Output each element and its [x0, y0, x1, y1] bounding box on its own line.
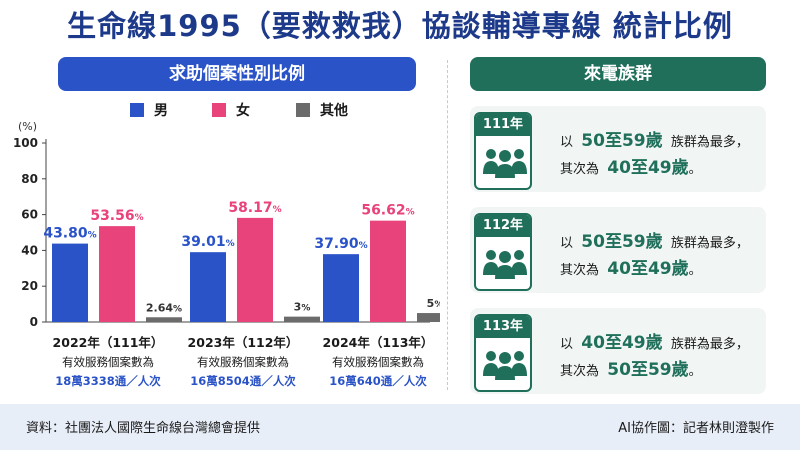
card-line-bottom: 其次為 40至49歲。 — [560, 153, 702, 178]
y-tick-label-60: 60 — [21, 208, 38, 222]
legend-swatch-other — [296, 103, 310, 117]
data-label-其他-1: 3% — [294, 301, 311, 314]
legend-item-other: 其他 — [296, 102, 348, 119]
card-badge: 111年 — [474, 112, 532, 190]
bar-女-2 — [370, 220, 406, 322]
group-year-2022: 2022年（111年） — [52, 335, 164, 350]
data-label-男-2: 37.90% — [314, 236, 367, 252]
bar-男-0 — [52, 243, 88, 322]
data-label-男-1: 39.01% — [181, 234, 234, 250]
card-second-group: 50至59歲 — [607, 360, 689, 380]
legend-swatch-female — [212, 103, 226, 117]
y-tick-label-80: 80 — [21, 172, 38, 186]
group-desc-2022: 有效服務個案數為 — [62, 355, 154, 369]
caller-card-112: 112年 以 50至59歲 族群為最多， 其次為 40至49歲。 — [470, 207, 766, 293]
y-tick-label-20: 20 — [21, 279, 38, 293]
bar-女-0 — [99, 226, 135, 322]
card-second-prefix: 其次為 — [560, 263, 600, 278]
group-count-2022: 18萬3338通／人次 — [55, 374, 161, 388]
caller-card-113: 113年 以 40至49歲 族群為最多， 其次為 50至59歲。 — [470, 308, 766, 394]
legend-swatch-male — [130, 103, 144, 117]
group-count-2024: 16萬640通／人次 — [329, 374, 427, 388]
data-label-其他-0: 2.64% — [146, 301, 182, 314]
card-top-group: 50至59歲 — [581, 131, 663, 151]
card-end: 。 — [688, 364, 702, 379]
y-tick-label-100: 100 — [13, 136, 38, 150]
group-count-2023: 16萬8504通／人次 — [190, 374, 296, 388]
group-desc-2023: 有效服務個案數為 — [197, 355, 289, 369]
caller-group-header: 來電族群 — [470, 57, 766, 91]
card-line-top: 以 40至49歲 族群為最多， — [560, 328, 749, 353]
people-group-icon — [483, 250, 527, 279]
card-line-bottom: 其次為 50至59歲。 — [560, 355, 702, 380]
footer-source: 資料：社團法人國際生命線台灣總會提供 — [26, 421, 261, 436]
y-unit-label: (%) — [18, 120, 37, 133]
card-prefix: 以 — [560, 337, 574, 352]
card-mid: 族群為最多， — [670, 337, 749, 352]
gender-bar-chart: (%) 0 20 40 60 80 100 43.80% 53.56% 2.64% 39.01% 58… — [13, 120, 440, 329]
bar-其他-2 — [417, 313, 440, 322]
card-mid: 族群為最多， — [670, 135, 749, 150]
card-year: 111年 — [476, 114, 530, 136]
data-label-女-2: 56.62% — [361, 203, 414, 219]
data-label-其他-2: 5% — [427, 297, 440, 310]
group-year-2023: 2023年（112年） — [187, 335, 299, 350]
card-prefix: 以 — [560, 236, 574, 251]
y-tick-label-40: 40 — [21, 243, 38, 257]
card-mid: 族群為最多， — [670, 236, 749, 251]
bar-其他-0 — [146, 317, 182, 322]
card-end: 。 — [688, 263, 702, 278]
card-line-bottom: 其次為 40至49歲。 — [560, 254, 702, 279]
card-second-prefix: 其次為 — [560, 162, 600, 177]
footer: 資料：社團法人國際生命線台灣總會提供 AI協作圖：記者林則澄製作 — [0, 404, 800, 450]
legend-label-female: 女 — [236, 103, 250, 119]
card-second-group: 40至49歲 — [607, 259, 689, 279]
card-prefix: 以 — [560, 135, 574, 150]
people-group-icon — [483, 149, 527, 178]
footer-credit: AI協作圖：記者林則澄製作 — [618, 421, 774, 436]
card-top-group: 50至59歲 — [581, 232, 663, 252]
card-year: 113年 — [476, 316, 530, 338]
legend-label-other: 其他 — [320, 103, 348, 119]
legend-label-male: 男 — [154, 103, 168, 119]
card-second-prefix: 其次為 — [560, 364, 600, 379]
card-top-group: 40至49歲 — [581, 333, 663, 353]
data-label-女-0: 53.56% — [90, 208, 143, 224]
data-label-女-1: 58.17% — [228, 200, 281, 216]
card-badge: 112年 — [474, 213, 532, 291]
card-badge: 113年 — [474, 314, 532, 392]
panel-divider — [447, 60, 448, 390]
group-year-2024: 2024年（113年） — [322, 335, 434, 350]
people-group-icon — [483, 351, 527, 380]
bar-女-1 — [237, 217, 273, 322]
card-second-group: 40至49歲 — [607, 158, 689, 178]
card-line-top: 以 50至59歲 族群為最多， — [560, 227, 749, 252]
card-line-top: 以 50至59歲 族群為最多， — [560, 126, 749, 151]
legend-item-male: 男 — [130, 102, 168, 119]
card-year: 112年 — [476, 215, 530, 237]
caller-card-111: 111年 以 50至59歲 族群為最多， 其次為 40至49歲。 — [470, 106, 766, 192]
page-title: 生命線1995（要救救我）協談輔導專線 統計比例 — [67, 9, 733, 43]
bar-男-2 — [323, 254, 359, 322]
y-tick-label-0: 0 — [30, 315, 38, 329]
data-label-男-0: 43.80% — [43, 226, 96, 242]
group-desc-2024: 有效服務個案數為 — [332, 355, 424, 369]
gender-ratio-header: 求助個案性別比例 — [58, 57, 416, 91]
bar-其他-1 — [284, 316, 320, 322]
legend-item-female: 女 — [212, 102, 250, 119]
card-end: 。 — [688, 162, 702, 177]
bar-男-1 — [190, 252, 226, 322]
